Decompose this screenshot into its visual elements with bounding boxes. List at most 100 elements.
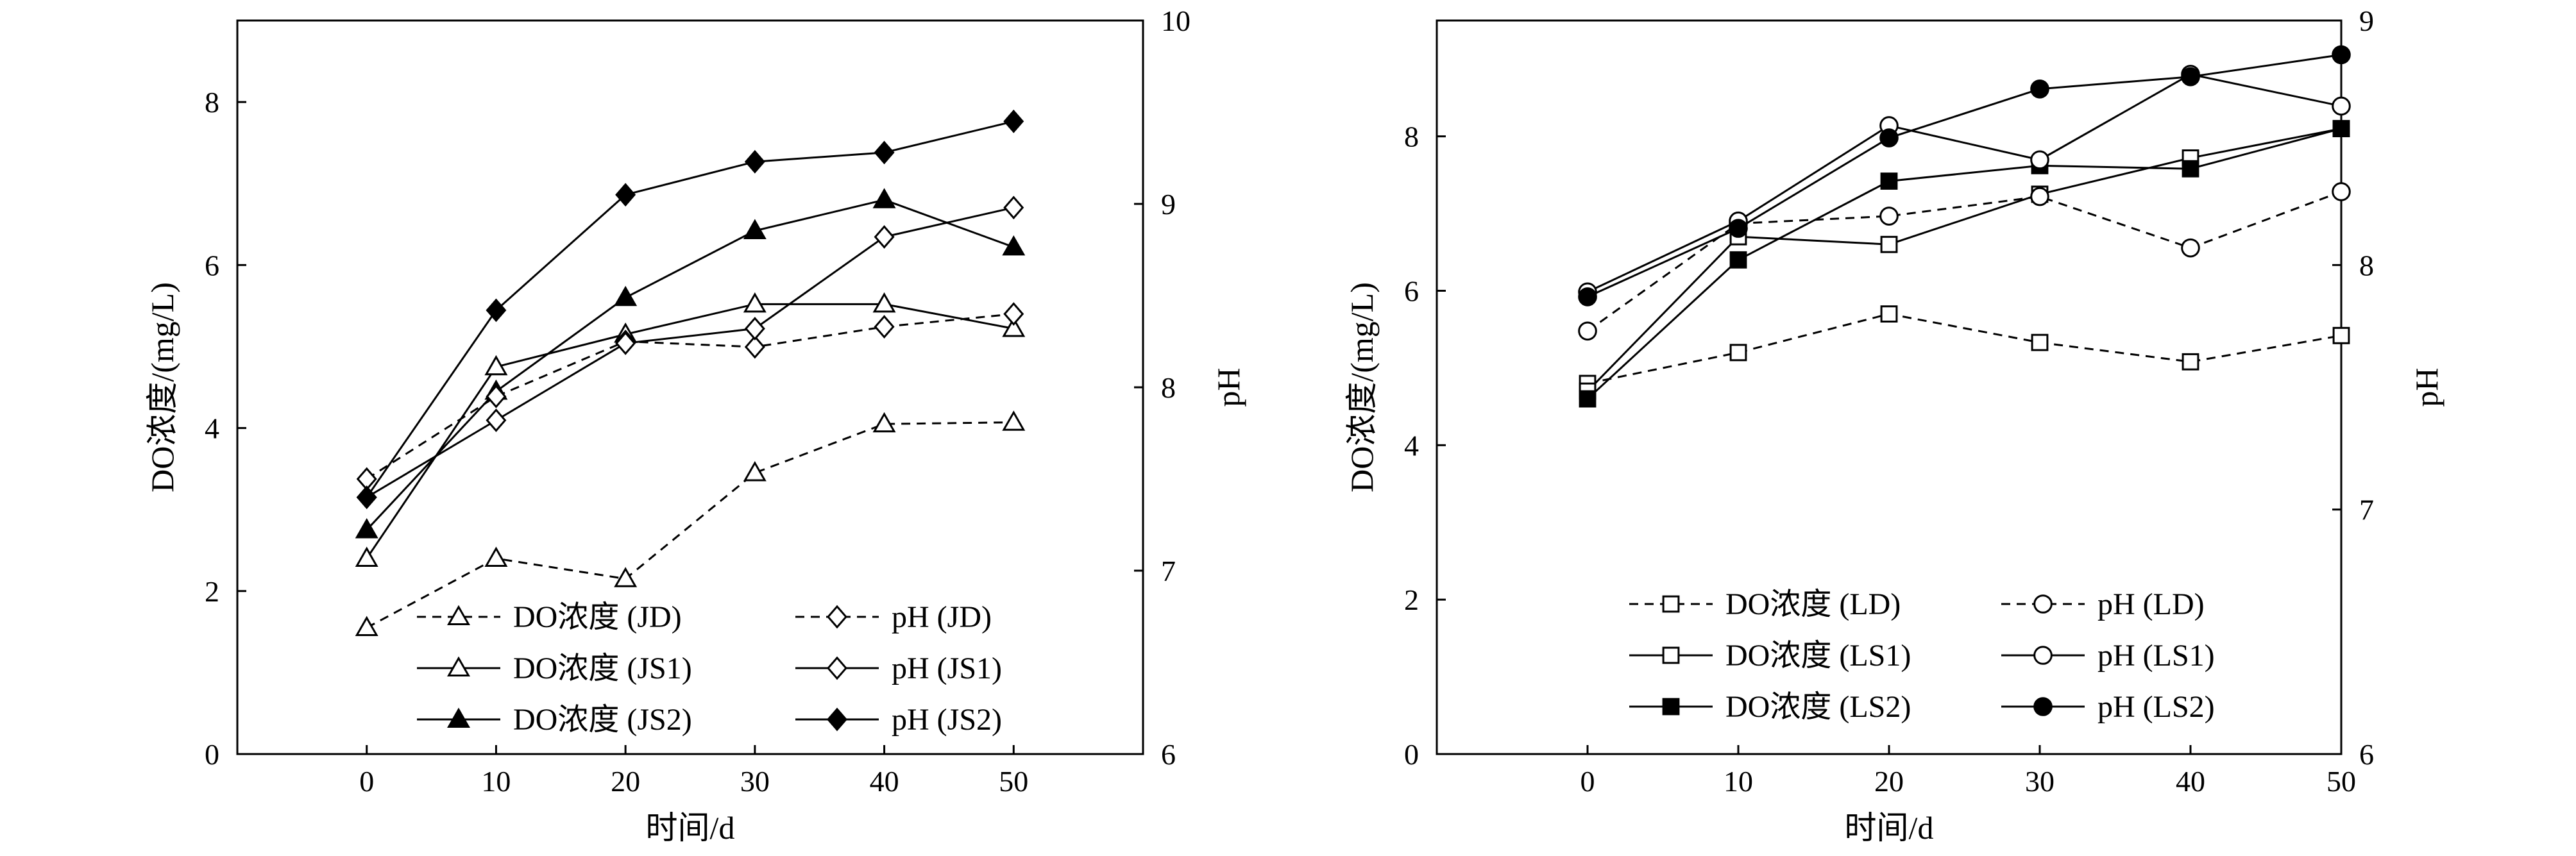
legend-label: DO浓度 (JS1) [513, 651, 692, 685]
data-point [2181, 238, 2200, 258]
series-3 [1579, 120, 2350, 408]
x-tick-label: 50 [999, 765, 1028, 798]
data-point [2182, 160, 2199, 178]
y-tick-label: 6 [205, 249, 219, 281]
data-point [1002, 235, 1026, 256]
x-tick-label: 40 [870, 765, 899, 798]
chart-panel-1: 0 10 20 30 40 50 0 2 4 6 8 6 7 8 9 10 时间/d DO浓度/(mg/L) pH D… [144, 4, 1246, 846]
series-4 [356, 302, 1024, 491]
legend-label: pH (LD) [2097, 587, 2205, 621]
legend-label: DO浓度 (LS1) [1725, 639, 1911, 673]
series-line [366, 206, 1014, 498]
y2-tick-label: 9 [2359, 4, 2374, 37]
data-point [486, 408, 507, 432]
data-point [874, 225, 895, 249]
x-tick-label: 50 [2326, 765, 2356, 798]
legend-label: pH (JS2) [892, 703, 1002, 737]
data-point [614, 285, 638, 306]
series-3 [355, 188, 1026, 539]
legend-marker [2033, 646, 2053, 665]
x-tick-label: 10 [481, 765, 511, 798]
y2-tick-label: 6 [1161, 738, 1176, 771]
legend-marker [827, 707, 847, 732]
legend-marker [1662, 646, 1680, 664]
series-line [1587, 53, 2342, 298]
y2-tick-label: 10 [1161, 4, 1191, 37]
y2-axis-title: pH [2409, 367, 2445, 407]
data-point [2030, 187, 2049, 206]
y-tick-label: 8 [1404, 121, 1419, 153]
data-point [874, 140, 895, 165]
series-2 [1579, 120, 2350, 400]
y2-tick-label: 7 [2359, 494, 2374, 526]
data-point [2182, 353, 2199, 371]
data-point [744, 149, 765, 174]
data-point [2332, 182, 2351, 201]
series-line [1587, 73, 2342, 293]
data-point [744, 335, 765, 359]
data-point [1579, 390, 1597, 408]
data-point [1880, 305, 1898, 323]
data-point [872, 188, 896, 208]
data-point [484, 546, 508, 567]
data-point [743, 461, 767, 482]
series-line [1586, 128, 2342, 392]
data-point [1729, 251, 1747, 269]
data-point [2030, 79, 2049, 99]
series-2 [355, 292, 1026, 567]
data-point [1002, 410, 1026, 431]
y2-tick-label: 9 [1161, 188, 1176, 221]
data-point [2332, 45, 2351, 65]
data-point [1729, 344, 1747, 362]
legend-marker [827, 605, 847, 629]
y-axis-title: DO浓度/(mg/L) [144, 282, 180, 492]
series-4 [1578, 182, 2351, 341]
data-point [1578, 287, 1597, 306]
y-tick-label: 4 [205, 412, 219, 445]
data-point [356, 485, 377, 509]
data-point [355, 518, 378, 539]
y-tick-label: 0 [205, 738, 219, 771]
series-5 [356, 196, 1024, 509]
data-point [614, 567, 638, 587]
data-point [486, 384, 507, 408]
series-6 [1578, 45, 2351, 306]
data-point [2181, 67, 2200, 87]
legend: DO浓度 (LD) DO浓度 (LS1) DO浓度 (LS2) pH (LD) pH (… [1629, 587, 2215, 724]
data-point [615, 183, 636, 207]
data-point [355, 616, 378, 637]
legend-label: DO浓度 (LD) [1725, 587, 1901, 621]
series-line [1586, 128, 2342, 400]
legend-label: DO浓度 (JD) [513, 600, 682, 634]
data-point [1879, 206, 1899, 226]
data-point [1003, 302, 1024, 326]
y-tick-label: 2 [1404, 583, 1419, 616]
data-point [1879, 128, 1899, 147]
x-axis-title: 时间/d [1845, 810, 1934, 846]
x-tick-label: 0 [359, 765, 374, 798]
y2-tick-label: 7 [1161, 555, 1176, 587]
x-tick-label: 30 [2025, 765, 2055, 798]
y2-tick-label: 8 [2359, 249, 2374, 281]
data-point [615, 331, 636, 355]
y-tick-label: 6 [1404, 274, 1419, 307]
y2-axis-title: pH [1210, 367, 1246, 407]
data-point [2332, 96, 2351, 116]
y2-tick-label: 8 [1161, 371, 1176, 404]
legend-label: DO浓度 (JS2) [513, 703, 692, 737]
data-point [2332, 326, 2350, 344]
y-tick-label: 0 [1404, 738, 1419, 771]
legend-label: pH (JD) [892, 600, 992, 634]
series-line [1587, 313, 2342, 385]
legend-marker [2033, 697, 2053, 716]
legend-label: DO浓度 (LS2) [1725, 690, 1911, 724]
series-line [366, 303, 1014, 559]
legend-label: pH (JS1) [892, 651, 1002, 685]
data-point [2332, 120, 2350, 137]
y-tick-label: 8 [205, 86, 219, 119]
data-point [1002, 317, 1026, 337]
series-1 [1579, 305, 2350, 392]
legend: DO浓度 (JD) DO浓度 (JS1) DO浓度 (JS2) pH (JD) pH (… [417, 600, 1002, 737]
x-tick-label: 40 [2176, 765, 2205, 798]
